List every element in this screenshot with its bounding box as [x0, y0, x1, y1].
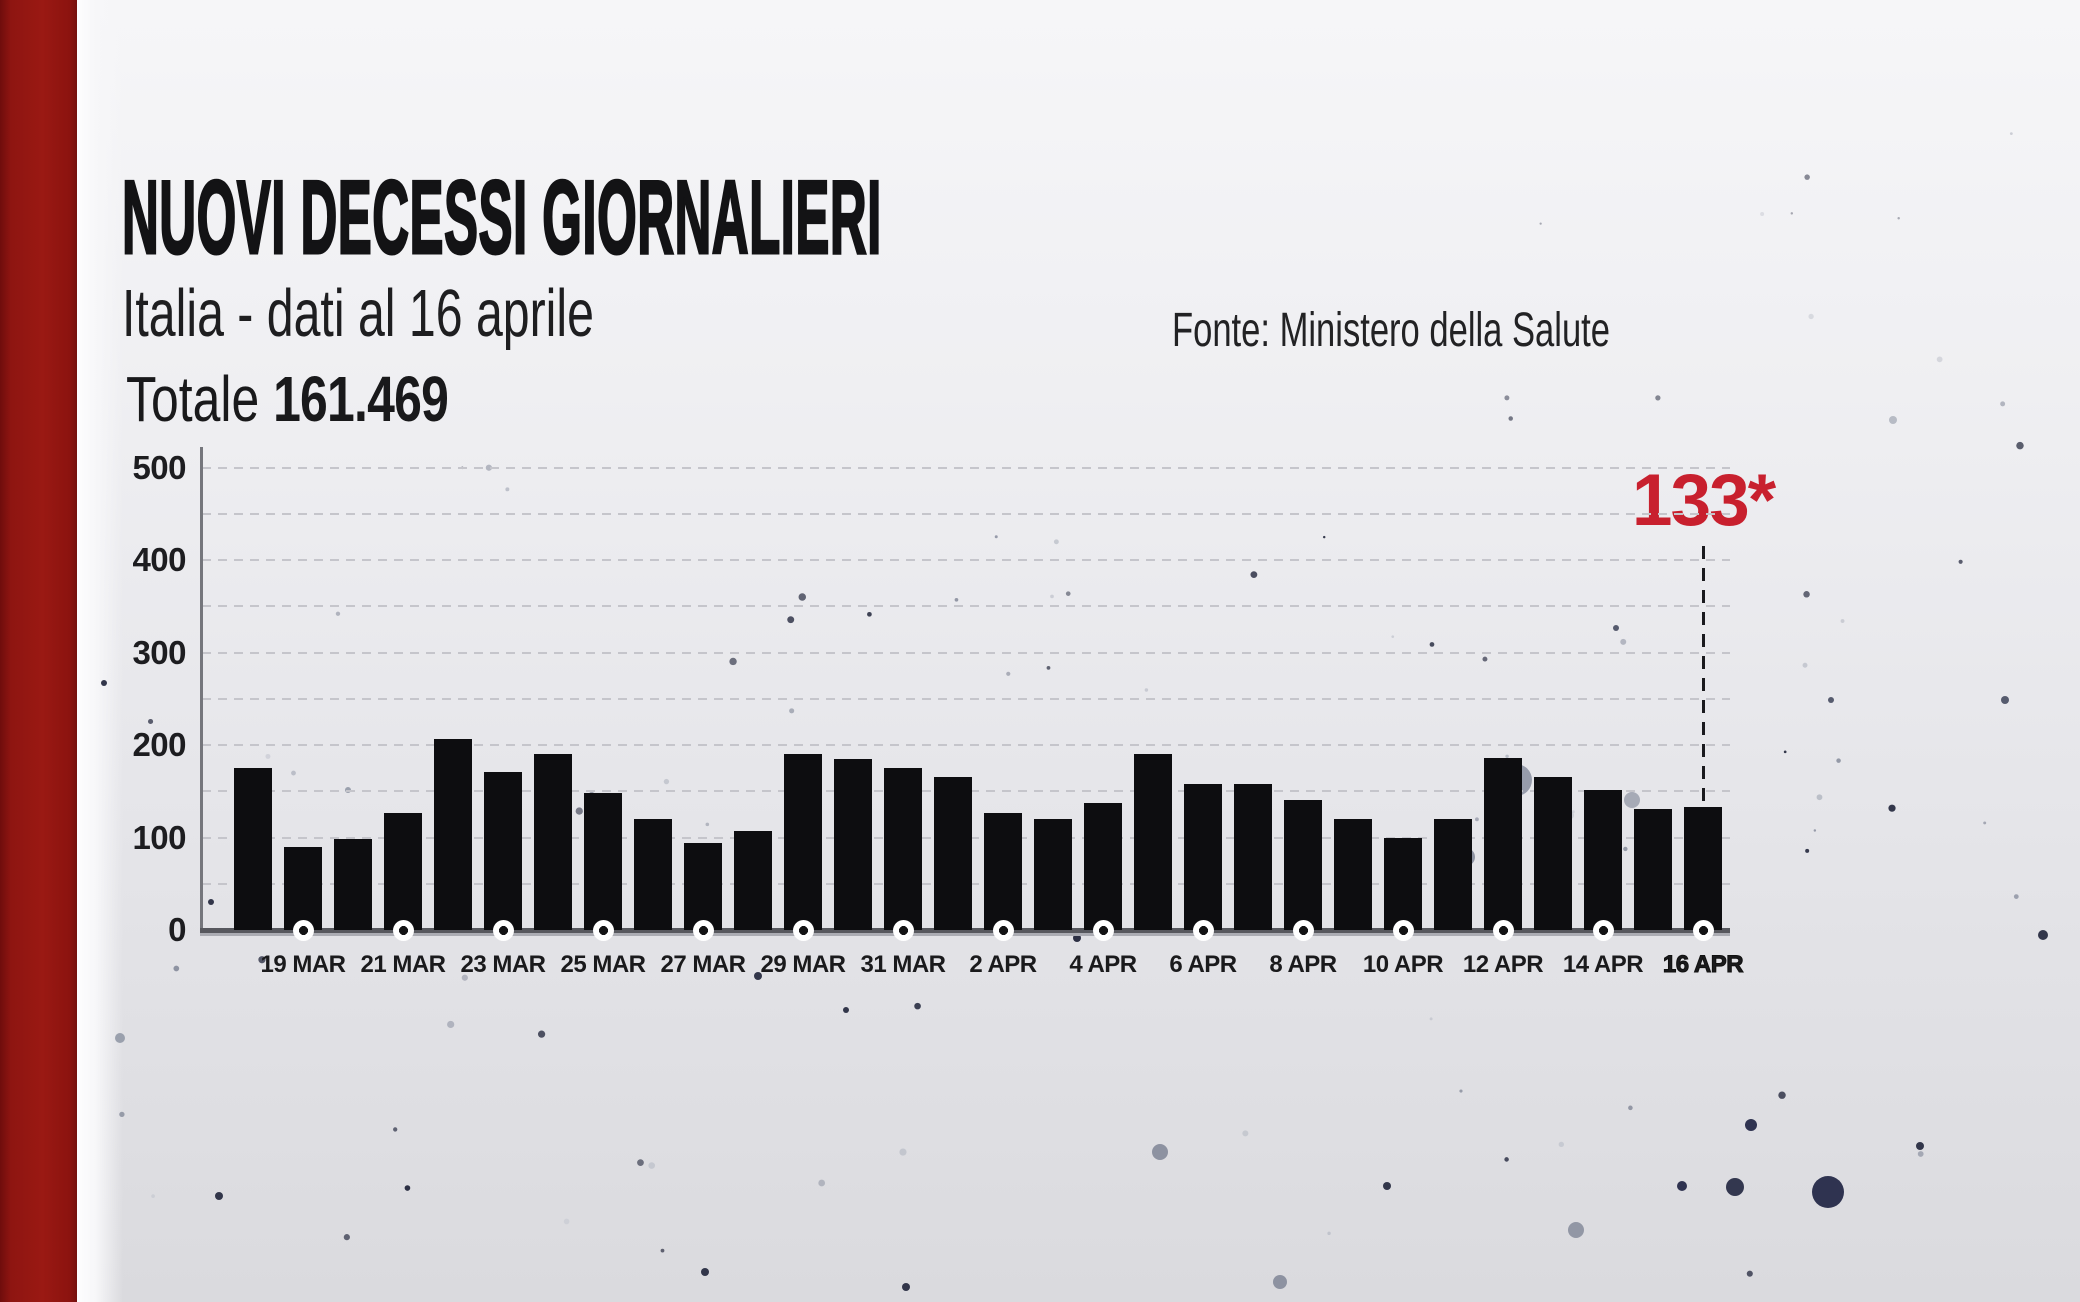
x-axis-label: 29 MAR: [760, 951, 846, 978]
bar: [734, 831, 772, 930]
total-value: 161.469: [273, 363, 449, 435]
y-axis-label: 200: [132, 726, 186, 763]
x-axis-label: 25 MAR: [560, 951, 646, 978]
total-label: Totale: [126, 363, 260, 435]
x-axis-label: 14 APR: [1562, 951, 1644, 978]
y-axis-label: 0: [168, 911, 186, 948]
x-axis-label: 21 MAR: [360, 951, 446, 978]
gridline: [202, 605, 1730, 608]
bar: [1234, 784, 1272, 930]
axis-marker: [492, 919, 514, 941]
bar: [384, 813, 422, 930]
bar: [1284, 800, 1322, 930]
axis-marker: [692, 919, 714, 941]
red-accent-stripe: [0, 0, 77, 1302]
x-axis-label: 4 APR: [1069, 951, 1137, 978]
axis-marker: [1592, 919, 1614, 941]
x-axis-label: 10 APR: [1362, 951, 1444, 978]
x-axis-label: 8 APR: [1269, 951, 1337, 978]
bar: [234, 768, 272, 930]
bar: [684, 843, 722, 930]
gridline: [202, 512, 1730, 515]
gridline: [202, 697, 1730, 700]
y-axis-label: 400: [132, 541, 186, 578]
axis-marker: [392, 919, 414, 941]
latest-value-annotation: 133*: [1631, 460, 1776, 541]
bar: [334, 839, 372, 930]
x-axis-label: 31 MAR: [860, 951, 946, 978]
axis-marker: [592, 919, 614, 941]
white-highlight-band: [77, 0, 123, 1302]
bar: [634, 819, 672, 930]
bar: [934, 777, 972, 930]
annotation-dashed-line: [1701, 546, 1705, 805]
bar: [1384, 838, 1422, 930]
gridline: [202, 744, 1730, 746]
bar: [1534, 777, 1572, 930]
bar: [284, 847, 322, 930]
bar: [984, 813, 1022, 930]
bar: [1184, 784, 1222, 930]
axis-marker: [1092, 919, 1114, 941]
x-axis-line: [200, 928, 1730, 933]
bar: [784, 754, 822, 930]
y-axis-label: 100: [132, 818, 186, 856]
bar: [584, 793, 622, 930]
bar: [1334, 819, 1372, 930]
x-axis-label: 2 APR: [969, 951, 1037, 978]
x-axis-label: 6 APR: [1169, 951, 1237, 978]
bar: [884, 768, 922, 930]
bar: [1434, 819, 1472, 930]
bar: [1484, 758, 1522, 930]
bar: [1584, 790, 1622, 930]
bar: [1134, 754, 1172, 930]
x-axis-shadow: [200, 933, 1730, 936]
axis-marker: [792, 919, 814, 941]
axis-marker: [992, 919, 1014, 941]
y-axis-line: [200, 447, 203, 933]
page-subtitle: Italia - dati al 16 aprile: [122, 276, 594, 351]
y-axis-label: 300: [132, 633, 186, 671]
axis-marker: [292, 919, 314, 941]
x-axis-label: 27 MAR: [660, 951, 746, 978]
axis-marker: [1392, 919, 1414, 941]
x-axis-label: 23 MAR: [460, 951, 546, 978]
source-note: Fonte: Ministero della Salute: [1172, 304, 1610, 357]
bar: [1684, 807, 1722, 930]
axis-marker: [1292, 919, 1314, 941]
bar: [1634, 809, 1672, 930]
axis-marker: [1192, 919, 1214, 941]
gridline: [202, 559, 1730, 561]
bar: [834, 759, 872, 930]
bar: [484, 772, 522, 930]
axis-marker: [1692, 919, 1714, 941]
bar: [434, 739, 472, 930]
x-axis-label: 16 APR: [1662, 951, 1744, 979]
axis-marker: [1492, 919, 1514, 941]
bar: [1084, 803, 1122, 930]
bar: [534, 754, 572, 930]
x-axis-label: 12 APR: [1462, 951, 1544, 978]
x-axis-label: 19 MAR: [260, 951, 346, 978]
total-line: Totale 161.469: [126, 363, 449, 435]
gridline: [202, 651, 1730, 654]
bar: [1034, 819, 1072, 930]
page-title: NUOVI DECESSI GIORNALIERI: [121, 160, 882, 276]
y-axis-label: 500: [132, 448, 186, 486]
axis-marker: [892, 919, 914, 941]
gridline: [202, 466, 1730, 469]
